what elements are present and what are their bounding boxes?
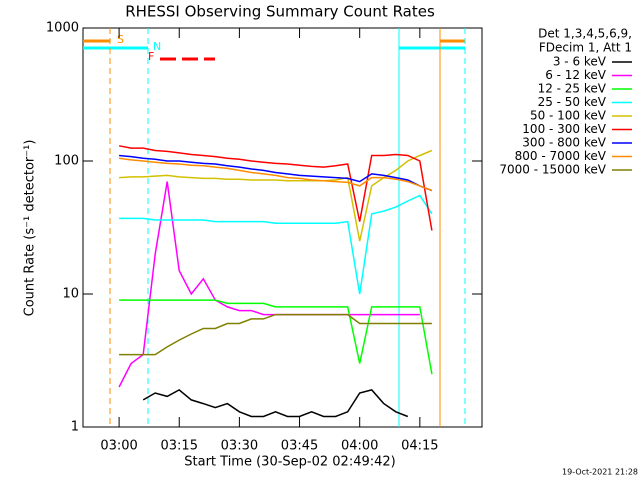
series-line (119, 194, 433, 295)
y-tick-label: 10 (62, 287, 79, 302)
x-tick-label: 03:30 (221, 439, 258, 454)
plot-frame (82, 27, 483, 428)
y-axis-label: Count Rate (s⁻¹ detector⁻¹) (23, 140, 38, 317)
series-line (119, 149, 433, 242)
y-tick-label: 100 (54, 154, 79, 169)
y-tick-label: 1 (71, 420, 79, 435)
x-tick-label: 03:15 (161, 439, 198, 454)
legend-label: 100 - 300 keV (522, 122, 606, 136)
legend-title: Det 1,3,4,5,6,9, (538, 27, 632, 41)
legend-label: 3 - 6 keV (553, 55, 607, 69)
x-tick-label: 03:00 (100, 439, 137, 454)
chart-title: RHESSI Observing Summary Count Rates (125, 3, 435, 21)
series-line (118, 145, 433, 231)
y-tick-label: 1000 (46, 21, 79, 36)
series-line (119, 299, 433, 375)
annotation: N (153, 40, 161, 53)
legend-label: 6 - 12 keV (545, 68, 607, 82)
series-line (119, 313, 432, 356)
x-tick-label: 04:00 (341, 439, 378, 454)
legend-label: 300 - 800 keV (522, 136, 606, 150)
legend-title: FDecim 1, Att 1 (539, 41, 632, 55)
x-axis-label: Start Time (30-Sep-02 02:49:42) (184, 455, 395, 470)
legend-label: 800 - 7000 keV (515, 149, 607, 163)
annotation: S (117, 33, 124, 46)
footer: 19-Oct-2021 21:28 (562, 468, 638, 477)
x-tick-label: 04:15 (401, 439, 438, 454)
annotation: F (148, 50, 154, 63)
series-line (118, 181, 420, 388)
series-line (119, 154, 433, 192)
legend-label: 50 - 100 keV (530, 109, 607, 123)
legend-label: 12 - 25 keV (538, 82, 607, 96)
x-tick-label: 03:45 (281, 439, 318, 454)
legend-label: 25 - 50 keV (538, 95, 607, 109)
legend-label: 7000 - 15000 keV (499, 163, 606, 177)
series-line (142, 388, 409, 418)
series-line (118, 157, 433, 192)
